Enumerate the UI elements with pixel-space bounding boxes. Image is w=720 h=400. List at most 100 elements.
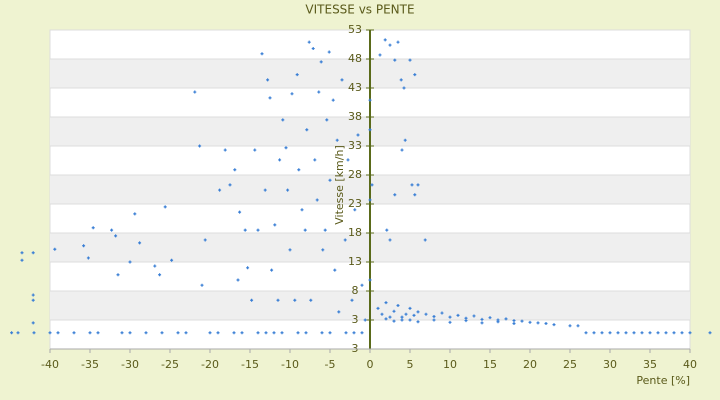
point [708, 331, 712, 335]
point [32, 331, 36, 335]
x-tick-label: 20 [523, 358, 537, 371]
point [416, 320, 420, 324]
point [504, 317, 508, 321]
point [240, 331, 244, 335]
point [86, 256, 90, 260]
point [286, 188, 290, 192]
point [392, 319, 396, 323]
point [640, 331, 644, 335]
point [198, 144, 202, 148]
x-tick-label: 15 [483, 358, 497, 371]
point [313, 158, 317, 162]
point [512, 319, 516, 323]
y-tick-label: 8 [352, 284, 359, 297]
point [128, 260, 132, 264]
point [208, 331, 212, 335]
point [408, 306, 412, 310]
point [400, 148, 404, 152]
point [303, 228, 307, 232]
point [399, 78, 403, 82]
point [393, 193, 397, 197]
point [320, 331, 324, 335]
point [295, 73, 299, 77]
point [116, 273, 120, 277]
point [368, 128, 372, 132]
point [223, 148, 227, 152]
point [672, 331, 676, 335]
point [193, 90, 197, 94]
point [360, 283, 364, 287]
y-tick-label: 48 [348, 52, 362, 65]
point [456, 313, 460, 317]
x-tick-label: -40 [41, 358, 59, 371]
point [368, 278, 372, 282]
y-axis-label: Vitesse [km/h] [333, 145, 346, 225]
point [278, 158, 282, 162]
point [512, 321, 516, 325]
point [264, 331, 268, 335]
point [266, 78, 270, 82]
point [400, 318, 404, 322]
point [600, 331, 604, 335]
point [343, 238, 347, 242]
point [400, 315, 404, 319]
x-tick-label: -10 [281, 358, 299, 371]
point [688, 331, 692, 335]
point [432, 315, 436, 319]
point [203, 238, 207, 242]
point [536, 321, 540, 325]
point [552, 323, 556, 327]
point [448, 320, 452, 324]
point [328, 178, 332, 182]
point [440, 311, 444, 315]
point [416, 310, 420, 314]
point [243, 228, 247, 232]
point [263, 188, 267, 192]
point [138, 241, 142, 245]
point [216, 331, 220, 335]
x-tick-label: -35 [81, 358, 99, 371]
y-tick-label: 18 [348, 226, 362, 239]
point [20, 251, 24, 255]
point [284, 146, 288, 150]
point [144, 331, 148, 335]
point [72, 331, 76, 335]
point [311, 47, 315, 51]
point [323, 228, 327, 232]
point [200, 283, 204, 287]
point [520, 319, 524, 323]
point [170, 258, 174, 262]
point [325, 118, 329, 122]
point [376, 306, 380, 310]
point [256, 228, 260, 232]
chart-title: VITESSE vs PENTE [305, 3, 414, 17]
point [384, 317, 388, 321]
point [363, 318, 367, 322]
x-tick-label: 35 [643, 358, 657, 371]
point [393, 58, 397, 62]
point [360, 331, 364, 335]
point [273, 223, 277, 227]
point [383, 38, 387, 42]
point [392, 309, 396, 313]
x-tick-label: -25 [161, 358, 179, 371]
point [270, 268, 274, 272]
point [133, 212, 137, 216]
point [305, 128, 309, 132]
point [368, 198, 372, 202]
point [88, 331, 92, 335]
point [352, 331, 356, 335]
point [293, 298, 297, 302]
point [250, 298, 254, 302]
x-tick-label: 40 [683, 358, 697, 371]
point [472, 314, 476, 318]
point [246, 266, 250, 270]
y-tick-label: 23 [348, 197, 362, 210]
point [384, 301, 388, 305]
point [568, 324, 572, 328]
point [608, 331, 612, 335]
point [388, 43, 392, 47]
point [344, 331, 348, 335]
point [488, 316, 492, 320]
